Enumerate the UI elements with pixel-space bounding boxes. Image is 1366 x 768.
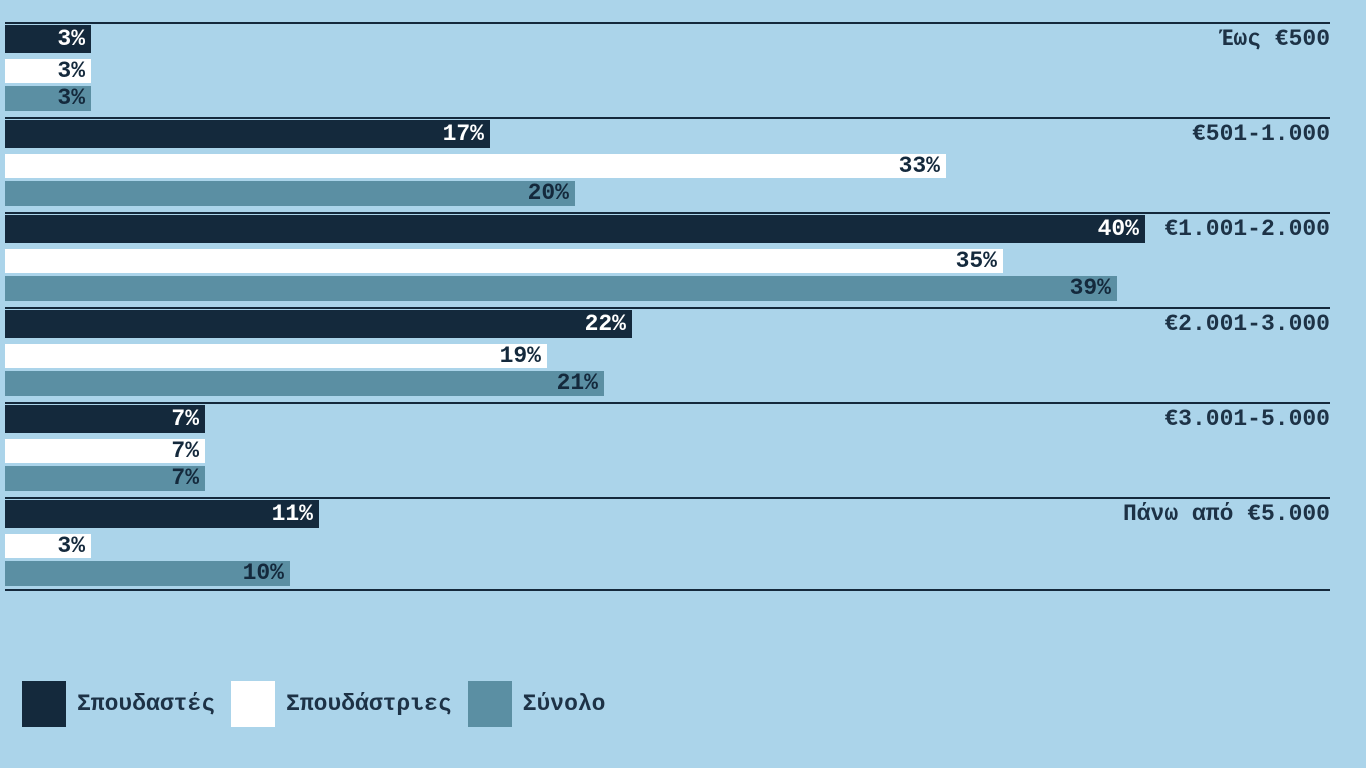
category-label: €501-1.000	[1191, 121, 1330, 147]
value-label: 3%	[57, 58, 85, 84]
legend-item: Σύνολο	[467, 681, 606, 727]
bar: 10%	[5, 561, 290, 586]
bar: 20%	[5, 181, 575, 206]
value-label: 39%	[1069, 275, 1111, 301]
bar: 7%	[5, 466, 205, 491]
value-label: 33%	[898, 153, 940, 179]
legend-label: Σύνολο	[522, 691, 606, 717]
category-label: €1.001-2.000	[1164, 216, 1330, 242]
row-separator-line	[5, 307, 1330, 309]
row-separator-line	[5, 117, 1330, 119]
bar: 35%	[5, 249, 1003, 273]
bar: 17%	[5, 120, 490, 148]
legend: Σπουδαστές Σπουδάστριες Σύνολο	[22, 681, 606, 727]
legend-item: Σπουδαστές	[22, 681, 215, 727]
value-label: 35%	[955, 248, 997, 274]
bottom-axis-line	[5, 589, 1330, 591]
legend-label: Σπουδάστριες	[286, 691, 452, 717]
value-label: 19%	[499, 343, 541, 369]
bar: 40%	[5, 215, 1145, 243]
bar: 7%	[5, 405, 205, 433]
legend-item: Σπουδάστριες	[231, 681, 452, 727]
bar: 7%	[5, 439, 205, 463]
legend-swatch	[467, 681, 512, 727]
category-label: €2.001-3.000	[1164, 311, 1330, 337]
row-separator-line	[5, 497, 1330, 499]
row-separator-line	[5, 212, 1330, 214]
bar: 3%	[5, 86, 91, 111]
legend-swatch	[22, 681, 66, 727]
value-label: 21%	[556, 370, 598, 396]
bar: 19%	[5, 344, 547, 368]
value-label: 3%	[57, 26, 85, 52]
value-label: 7%	[171, 465, 199, 491]
bar: 21%	[5, 371, 604, 396]
legend-swatch	[231, 681, 276, 727]
plot-area: 3% 3% 3% Έως €500 17% 33% 20% €501-1.000 40% 35% 3…	[5, 22, 1330, 594]
value-label: 7%	[171, 438, 199, 464]
row-separator-line	[5, 22, 1330, 24]
category-label: €3.001-5.000	[1164, 406, 1330, 432]
value-label: 22%	[584, 311, 626, 337]
bar: 22%	[5, 310, 632, 338]
bar: 3%	[5, 534, 91, 558]
category-label: Έως €500	[1219, 26, 1330, 52]
bar: 3%	[5, 59, 91, 83]
bar: 33%	[5, 154, 946, 178]
row-separator-line	[5, 402, 1330, 404]
value-label: 40%	[1097, 216, 1139, 242]
value-label: 11%	[271, 501, 313, 527]
category-label: Πάνω από €5.000	[1122, 501, 1330, 527]
value-label: 10%	[242, 560, 284, 586]
bar: 3%	[5, 25, 91, 53]
value-label: 20%	[527, 180, 569, 206]
value-label: 3%	[57, 533, 85, 559]
legend-label: Σπουδαστές	[77, 691, 216, 717]
bar: 39%	[5, 276, 1117, 301]
value-label: 7%	[171, 406, 199, 432]
value-label: 17%	[442, 121, 484, 147]
bar: 11%	[5, 500, 319, 528]
value-label: 3%	[57, 85, 85, 111]
